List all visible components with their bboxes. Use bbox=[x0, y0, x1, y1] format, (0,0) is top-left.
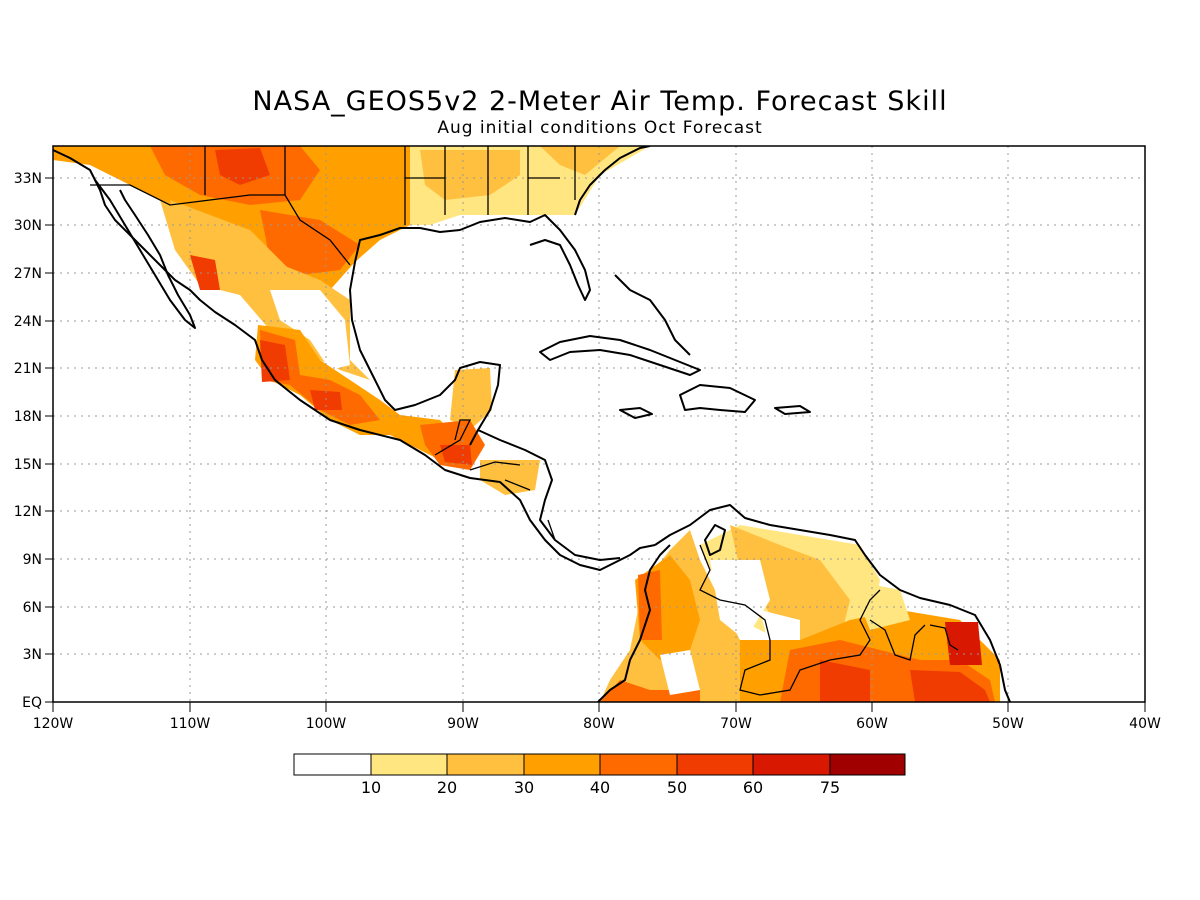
lon-tick-label: 120W bbox=[33, 716, 74, 732]
lat-tick-label: 3N bbox=[23, 647, 42, 663]
colorbar-swatch bbox=[523, 753, 601, 776]
coastline-south-america bbox=[597, 504, 1011, 702]
colorbar: 10 20 30 40 50 60 75 bbox=[293, 753, 906, 797]
skill-region-us-southwest-max bbox=[215, 148, 270, 185]
lat-tick-label: 30N bbox=[14, 218, 42, 234]
skill-region-colombia-south bbox=[600, 680, 700, 702]
coastline-bahamas bbox=[614, 274, 691, 356]
lon-tick-label: 90W bbox=[447, 716, 479, 732]
coastline-central-america-east bbox=[477, 429, 621, 561]
lat-tick-label: 6N bbox=[23, 600, 42, 616]
colorbar-label: 50 bbox=[667, 778, 687, 797]
coastlines bbox=[53, 146, 1011, 702]
lat-tick-label: EQ bbox=[22, 695, 42, 711]
lat-tick-label: 21N bbox=[14, 361, 42, 377]
skill-region-venezuela-white bbox=[710, 560, 770, 640]
lon-tick-label: 40W bbox=[1129, 716, 1161, 732]
coastline-north-america bbox=[53, 149, 656, 571]
colorbar-swatch bbox=[370, 753, 448, 776]
borders bbox=[90, 146, 959, 696]
skill-region-colombia-west bbox=[638, 570, 662, 640]
skill-region-yucatan bbox=[450, 368, 492, 430]
coastline-hispaniola bbox=[679, 384, 756, 413]
lon-tick-label: 50W bbox=[992, 716, 1024, 732]
coastline-jamaica bbox=[619, 407, 653, 419]
colorbar-swatch bbox=[676, 753, 754, 776]
lon-tick-label: 110W bbox=[170, 716, 211, 732]
border-south-america bbox=[699, 544, 959, 696]
colorbar-label: 20 bbox=[437, 778, 457, 797]
map-title: NASA_GEOS5v2 2-Meter Air Temp. Forecast … bbox=[252, 86, 948, 117]
lat-tick-label: 12N bbox=[14, 504, 42, 520]
colorbar-swatch bbox=[599, 753, 678, 776]
skill-region-honduras bbox=[480, 460, 540, 495]
skill-region-colombia-white bbox=[660, 650, 700, 695]
colorbar-label: 75 bbox=[820, 778, 840, 797]
coastline-lake-maracaibo bbox=[704, 524, 726, 556]
colorbar-swatch bbox=[293, 753, 372, 776]
lon-axis: 120W 110W 100W 90W 80W 70W 60W 50W 40W bbox=[33, 702, 1161, 732]
skill-region-guyana-light bbox=[850, 580, 910, 630]
skill-region-guatemala-core bbox=[440, 445, 472, 465]
skill-region-mexico-south-core bbox=[260, 330, 380, 425]
colorbar-label: 10 bbox=[361, 778, 381, 797]
grid-lines bbox=[53, 146, 1145, 702]
map-subtitle: Aug initial conditions Oct Forecast bbox=[437, 118, 763, 138]
coastline-east-us bbox=[574, 146, 651, 216]
lat-tick-label: 24N bbox=[14, 314, 42, 330]
lat-tick-label: 9N bbox=[23, 552, 42, 568]
skill-region-jalisco-max bbox=[260, 340, 290, 382]
coastline-gulf-of-mexico bbox=[349, 214, 591, 446]
coastline-baja bbox=[94, 179, 196, 329]
skill-region-guianas-east-max bbox=[910, 670, 990, 702]
lat-tick-label: 15N bbox=[14, 457, 42, 473]
skill-region-mexico-plateau-white bbox=[270, 290, 350, 370]
colorbar-swatch bbox=[829, 753, 906, 776]
skill-region-guianas-max bbox=[820, 660, 870, 702]
skill-region-us-texas-core bbox=[260, 210, 360, 275]
colorbar-label: 30 bbox=[514, 778, 534, 797]
border-central-america bbox=[434, 419, 556, 541]
lon-tick-label: 100W bbox=[306, 716, 347, 732]
skill-region-amapa bbox=[945, 622, 982, 665]
border-us-mexico bbox=[90, 184, 351, 266]
lon-tick-label: 60W bbox=[856, 716, 888, 732]
colorbar-swatch bbox=[752, 753, 831, 776]
skill-region-us-southeast-east bbox=[540, 146, 620, 175]
lon-tick-label: 70W bbox=[720, 716, 752, 732]
colorbar-label: 60 bbox=[743, 778, 763, 797]
colorbar-label: 40 bbox=[590, 778, 610, 797]
coastline-cuba bbox=[539, 335, 701, 376]
skill-region-sonora-core bbox=[190, 255, 220, 290]
lat-tick-label: 27N bbox=[14, 266, 42, 282]
lat-tick-label: 18N bbox=[14, 409, 42, 425]
border-us-states bbox=[204, 146, 576, 225]
skill-region-venezuela-mid bbox=[730, 525, 850, 640]
lon-tick-label: 80W bbox=[583, 716, 615, 732]
lat-axis: EQ 3N 6N 9N 12N 15N 18N 21N 24N 27N 30N … bbox=[14, 171, 53, 711]
coastline-puerto-rico bbox=[774, 405, 811, 415]
skill-shading bbox=[53, 146, 1000, 702]
colorbar-swatch bbox=[446, 753, 525, 776]
lat-tick-label: 33N bbox=[14, 171, 42, 187]
